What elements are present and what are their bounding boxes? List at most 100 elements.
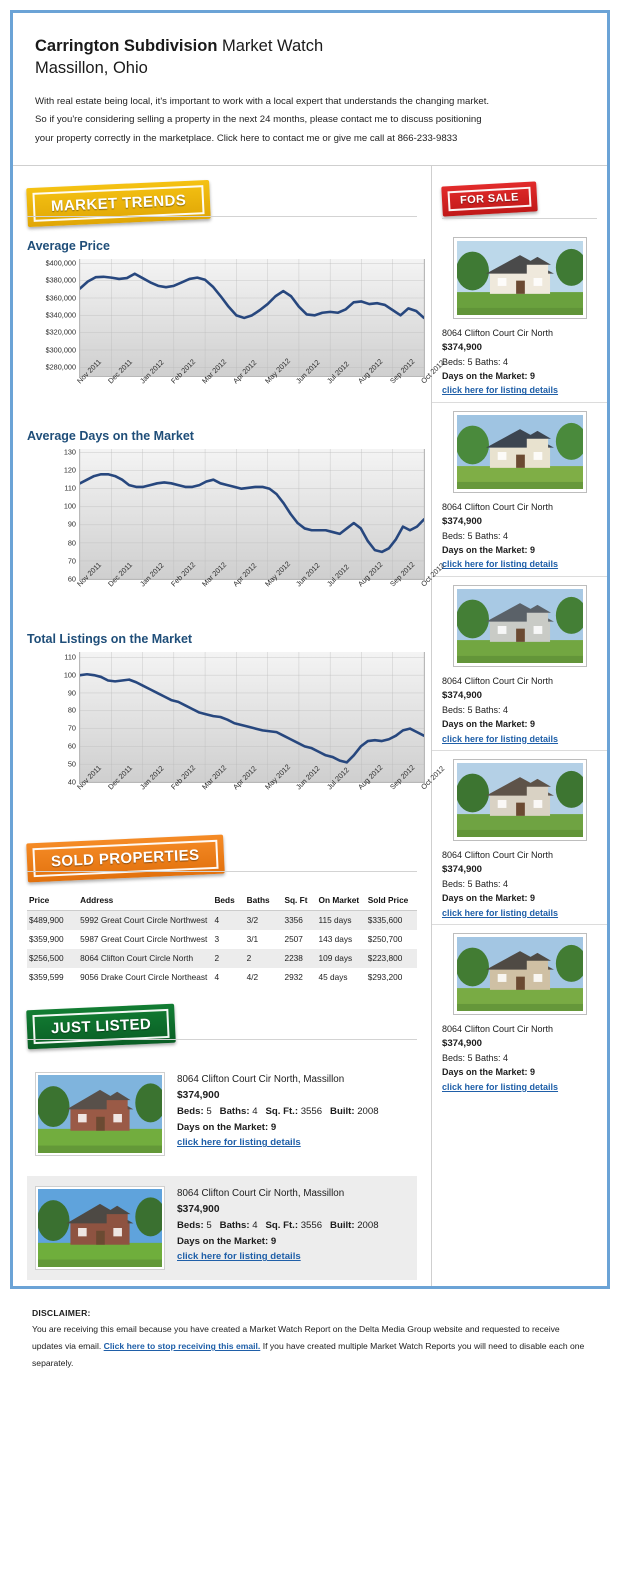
just-listed-header: JUST LISTED xyxy=(13,1003,431,1051)
listing-details-link[interactable]: click here for listing details xyxy=(442,733,559,744)
cell-sqft: 2932 xyxy=(284,972,303,983)
chart-title-total-listings: Total Listings on the Market xyxy=(27,631,193,646)
listing-beds-baths: Beds: 5 Baths: 4 xyxy=(442,357,509,368)
cell-sold-price: $335,600 xyxy=(367,915,403,926)
listing-details-link[interactable]: click here for listing details xyxy=(442,1081,559,1092)
cell-sqft: 2507 xyxy=(284,934,303,945)
chart-1-ytick: 120 xyxy=(63,465,76,475)
chart-2-svg xyxy=(80,652,424,782)
listing-price: $374,900 xyxy=(177,1089,220,1101)
cell-baths: 2 xyxy=(246,953,252,964)
chart-1-x-axis: Nov 2011 Dec 2011 Jan 2012 Feb 2012 Mar 2012… xyxy=(75,559,446,622)
listing-beds-baths: Beds: 5 Baths: 4 xyxy=(442,879,509,890)
for-sale-column: FOR SALE 8064 Clifton Court Cir North $37… xyxy=(431,165,607,1286)
chart-0-x-axis: Nov 2011 Dec 2011 Jan 2012 Feb 2012 Mar 2012… xyxy=(75,356,446,419)
listing-info: 8064 Clifton Court Cir North $374,900 Beds… xyxy=(442,848,597,920)
page-title-subdivision: Carrington Subdivision xyxy=(35,37,218,55)
chart-title-average-price: Average Price xyxy=(27,238,110,253)
table-row: $256,500 8064 Clifton Court Circle North 2… xyxy=(27,948,417,968)
chart-2-ytick: 90 xyxy=(67,688,76,698)
chart-1-ytick: 100 xyxy=(63,501,76,511)
intro-line-1: With real estate being local, it's impor… xyxy=(35,95,490,107)
cell-beds: 3 xyxy=(214,934,220,945)
listing-days-on-market: Days on the Market: 9 xyxy=(442,371,536,382)
listing-details-link[interactable]: click here for listing details xyxy=(442,385,559,396)
listing-info: 8064 Clifton Court Cir North $374,900 Beds… xyxy=(442,1022,597,1094)
sold-properties-header: SOLD PROPERTIES xyxy=(13,834,431,883)
listing-price: $374,900 xyxy=(442,1037,483,1049)
listing-address: 8064 Clifton Court Cir North xyxy=(442,849,554,860)
report-frame: Carrington Subdivision Market Watch Mass… xyxy=(10,10,610,1289)
cell-address: 5987 Great Court Circle Northwest xyxy=(80,934,208,945)
listing-details-link[interactable]: click here for listing details xyxy=(442,907,559,918)
page-subtitle: Massillon, Ohio xyxy=(35,59,148,78)
cell-baths: 3/1 xyxy=(246,934,259,945)
listing-photo[interactable] xyxy=(452,584,587,667)
listing-days-on-market: Days on the Market: 9 xyxy=(177,1235,277,1247)
listing-address: 8064 Clifton Court Cir North xyxy=(442,327,554,338)
cell-price: $256,500 xyxy=(29,953,64,964)
for-sale-item: 8064 Clifton Court Cir North $374,900 Beds… xyxy=(432,751,607,925)
for-sale-item: 8064 Clifton Court Cir North $374,900 Beds… xyxy=(432,577,607,751)
chart-title-average-days: Average Days on the Market xyxy=(27,428,194,443)
listing-photo[interactable] xyxy=(35,1185,165,1270)
for-sale-divider xyxy=(442,217,597,219)
chart-2-ytick: 50 xyxy=(67,759,76,769)
table-row: $359,599 9056 Drake Court Circle Northeas… xyxy=(27,968,417,987)
chart-0-svg xyxy=(80,259,424,376)
listing-address: 8064 Clifton Court Cir North, Massillon xyxy=(177,1187,345,1199)
disclaimer-text-2: If you have created multiple Market Watc… xyxy=(32,1341,585,1368)
cell-price: $489,900 xyxy=(29,915,64,926)
disclaimer-text-1: You are receiving this email because you… xyxy=(32,1324,560,1352)
intro-line-2: So if you're considering selling a prope… xyxy=(35,114,482,126)
chart-0-plot-area xyxy=(79,258,425,377)
cell-sqft: 3356 xyxy=(284,915,303,926)
chart-0-ytick: $360,000 xyxy=(45,293,76,303)
col-on-market: On Market xyxy=(318,894,360,905)
chart-1-y-axis: 130 120 110 100 90 80 70 60 xyxy=(27,448,79,583)
listing-days-on-market: Days on the Market: 9 xyxy=(442,1067,536,1078)
listing-photo[interactable] xyxy=(452,758,587,841)
chart-2-y-axis: 110 100 90 80 70 60 50 40 xyxy=(27,652,79,786)
market-trends-badge: MARKET TRENDS xyxy=(26,179,211,227)
listing-price: $374,900 xyxy=(442,515,483,527)
market-trends-header: MARKET TRENDS xyxy=(13,179,431,228)
listing-info: 8064 Clifton Court Cir North, Massillon $… xyxy=(177,1186,379,1270)
chart-0-ytick: $320,000 xyxy=(45,327,76,337)
listing-photo[interactable] xyxy=(452,932,587,1015)
chart-2-ytick: 70 xyxy=(67,723,76,733)
house-ranch-gray-image xyxy=(456,588,583,663)
table-header-row: Price Address Beds Baths Sq. Ft On Marke… xyxy=(27,890,417,911)
page-title: Carrington Subdivision Market Watch xyxy=(35,35,585,57)
for-sale-header: FOR SALE xyxy=(432,181,607,228)
chart-1-ytick: 60 xyxy=(67,574,76,584)
listing-photo[interactable] xyxy=(35,1071,165,1156)
unsubscribe-link[interactable]: Click here to stop receiving this email. xyxy=(103,1341,261,1352)
chart-1-ytick: 110 xyxy=(64,483,76,493)
listing-beds-baths: Beds: 5 Baths: 4 xyxy=(442,1053,509,1064)
listing-info: 8064 Clifton Court Cir North $374,900 Beds… xyxy=(442,326,597,398)
col-price: Price xyxy=(29,894,50,905)
listing-address: 8064 Clifton Court Cir North xyxy=(442,675,554,686)
chart-0-y-axis: $400,000 $380,000 $360,000 $340,000 $320,000… xyxy=(27,258,79,376)
listing-details-link[interactable]: click here for listing details xyxy=(177,1251,301,1263)
just-listed-divider xyxy=(27,1038,417,1040)
chart-1-ytick: 90 xyxy=(67,519,76,529)
listing-details-link[interactable]: click here for listing details xyxy=(442,559,559,570)
table-row: $489,900 5992 Great Court Circle Northwes… xyxy=(27,910,417,930)
listing-photo[interactable] xyxy=(452,236,587,319)
chart-0-ytick: $300,000 xyxy=(45,345,76,355)
chart-0-ytick: $340,000 xyxy=(45,310,76,320)
chart-2-ytick: 80 xyxy=(67,705,76,715)
chart-1-svg xyxy=(80,449,424,579)
house-cottage-trees-image xyxy=(456,240,583,315)
listing-beds-baths: Beds: 5 Baths: 4 xyxy=(442,531,509,542)
house-tudor-stone-image xyxy=(456,762,583,837)
report-body: MARKET TRENDS Average Price $400,000 $380… xyxy=(13,165,607,1286)
listing-details-link[interactable]: click here for listing details xyxy=(177,1137,301,1149)
for-sale-item: 8064 Clifton Court Cir North $374,900 Beds… xyxy=(432,403,607,577)
cell-sold-price: $223,800 xyxy=(367,953,403,964)
listing-photo[interactable] xyxy=(452,410,587,493)
col-address: Address xyxy=(80,894,114,905)
